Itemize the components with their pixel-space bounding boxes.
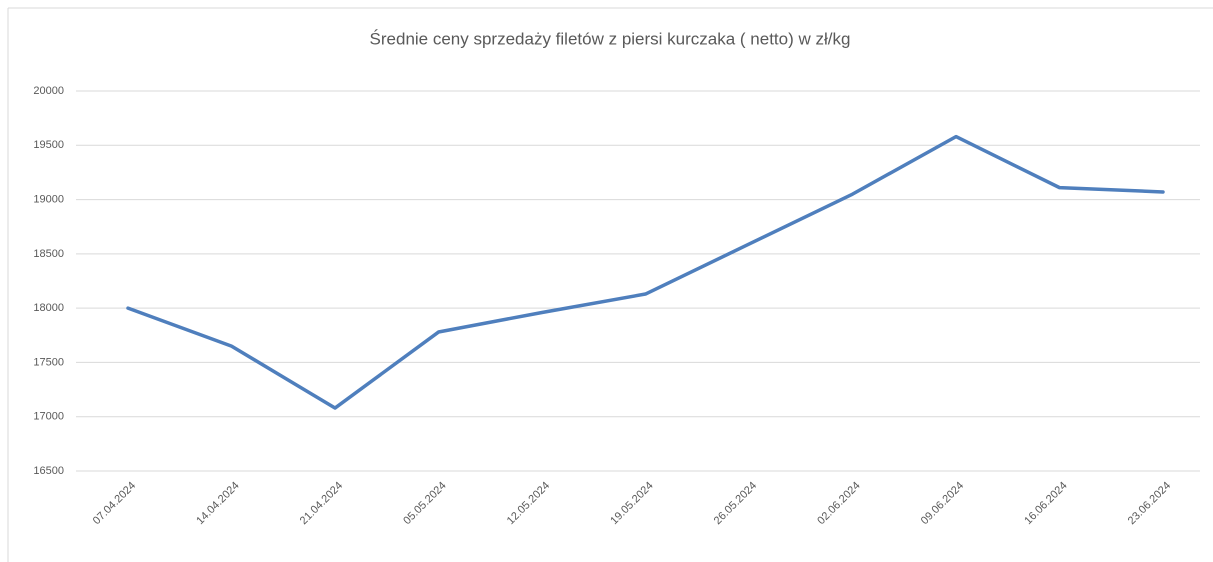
y-tick-label: 19500 [33,139,64,151]
y-tick-label: 16500 [33,465,64,477]
y-tick-label: 17500 [33,356,64,368]
y-tick-label: 18000 [33,302,64,314]
y-tick-label: 19000 [33,193,64,205]
line-series [126,134,1165,410]
y-tick-label: 20000 [33,85,64,97]
y-tick-label: 18500 [33,248,64,260]
y-tick-label: 17000 [33,411,64,423]
chart-title: Średnie ceny sprzedaży filetów z piersi … [370,29,851,48]
